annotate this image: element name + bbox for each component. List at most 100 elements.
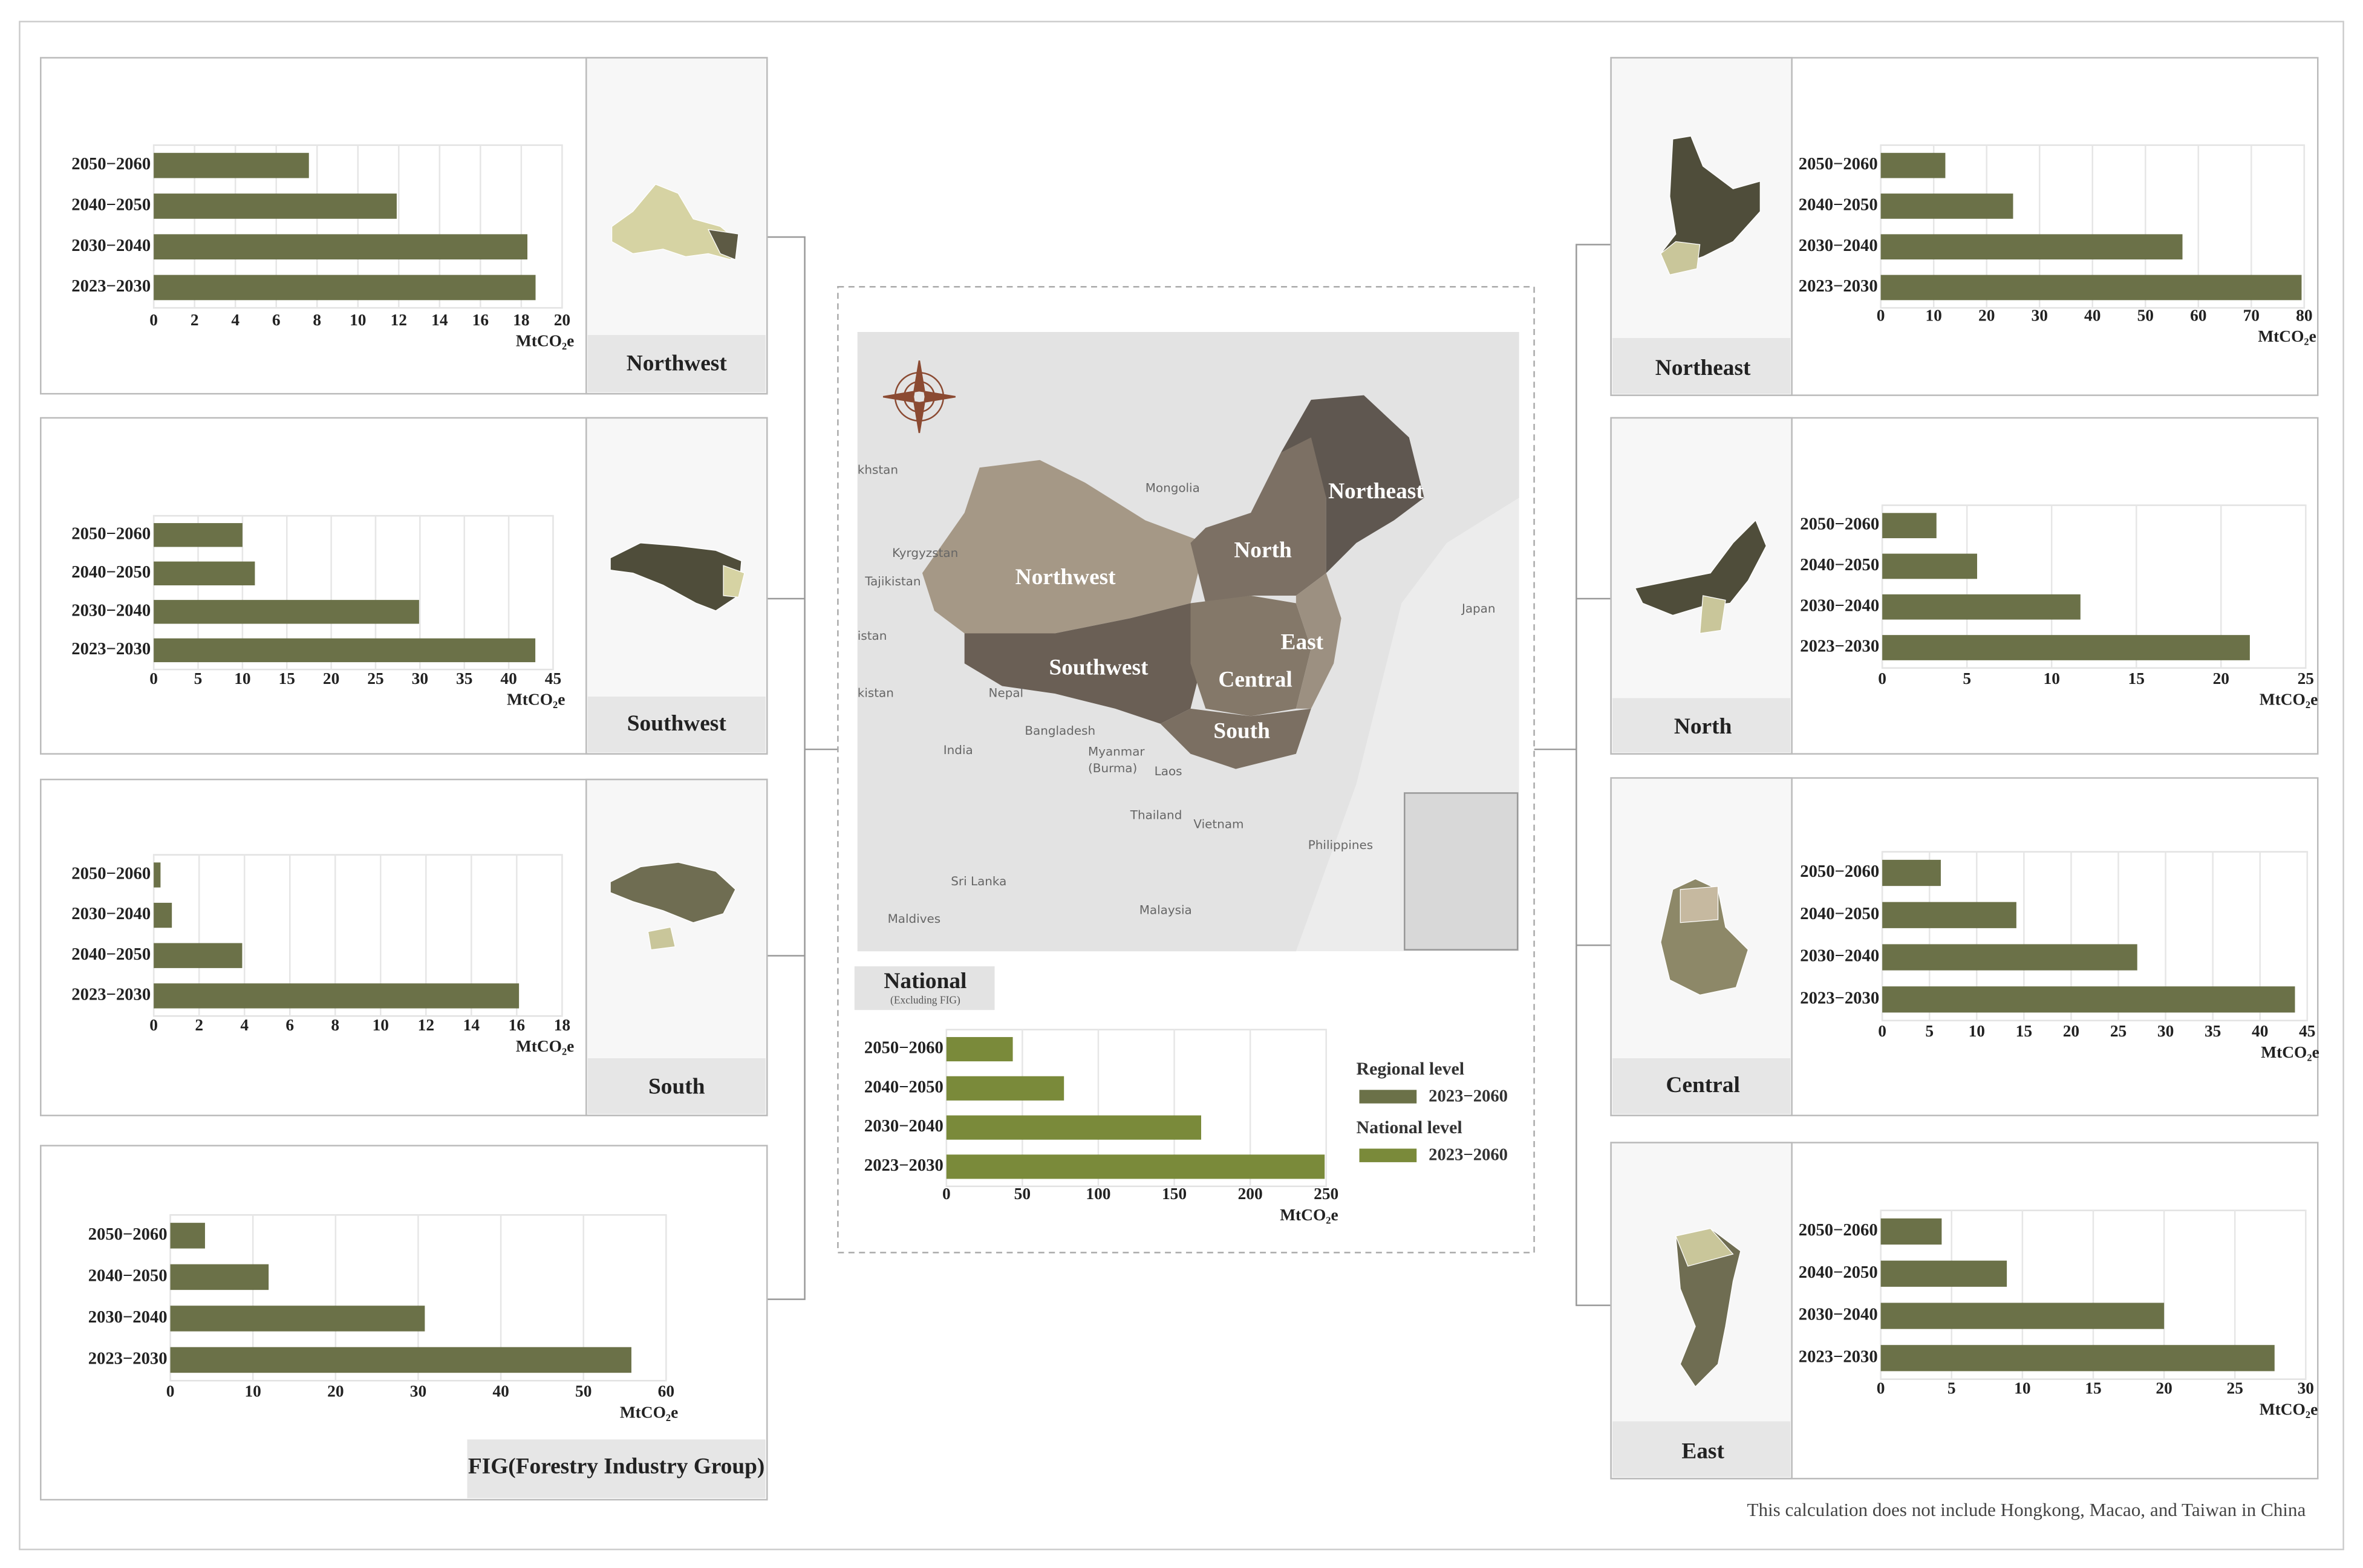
x-tick-label: 10 (2014, 1379, 2030, 1397)
x-tick-label: 14 (463, 1016, 480, 1034)
y-tick-label: 2050−2060 (71, 864, 151, 883)
y-tick-label: 2030−2040 (1800, 946, 1879, 966)
y-tick-label: 2030−2040 (71, 600, 151, 620)
x-tick-label: 40 (2252, 1022, 2268, 1040)
x-tick-label: 4 (240, 1016, 249, 1034)
x-tick-label: 18 (554, 1016, 570, 1034)
map-region-label: Southwest (1049, 656, 1149, 680)
y-tick-label: 2050−2060 (71, 154, 151, 174)
x-tick-label: 14 (431, 311, 448, 329)
x-tick-label: 40 (500, 669, 517, 688)
x-tick-label: 10 (2044, 669, 2060, 688)
y-tick-label: 2040−2050 (71, 945, 151, 964)
y-tick-label: 2023−2030 (1799, 276, 1878, 296)
x-tick-label: 20 (323, 669, 339, 688)
map-country-label: Sri Lanka (951, 874, 1006, 888)
x-tick-label: 5 (194, 669, 203, 688)
bar (154, 983, 520, 1009)
x-tick-label: 25 (367, 669, 383, 688)
bar (1882, 944, 2137, 971)
bar (946, 1154, 1325, 1179)
x-tick-label: 8 (331, 1016, 339, 1034)
x-tick-label: 0 (942, 1185, 951, 1203)
y-tick-label: 2030−2040 (864, 1116, 944, 1136)
map-country-label: (Burma) (1088, 761, 1137, 775)
bar (170, 1223, 205, 1249)
x-tick-label: 0 (149, 311, 158, 329)
mini-maps (610, 135, 1767, 1388)
bar (154, 638, 536, 663)
bar (154, 523, 243, 547)
legend-swatch (1359, 1090, 1417, 1104)
map-country-label: Laos (1155, 764, 1182, 778)
bar (1882, 902, 2016, 928)
y-tick-label: 2050−2060 (1799, 1220, 1878, 1240)
bar (1880, 275, 2302, 301)
legend-title: Regional level (1357, 1059, 1464, 1079)
x-tick-label: 0 (166, 1382, 175, 1400)
bar (1882, 553, 1977, 579)
x-tick-label: 30 (2157, 1022, 2174, 1040)
x-tick-label: 20 (2156, 1379, 2172, 1397)
y-tick-label: 2040−2050 (88, 1266, 168, 1285)
x-tick-label: 0 (149, 669, 158, 688)
x-tick-label: 0 (1877, 306, 1885, 324)
chart-title: Northeast (1655, 356, 1751, 380)
x-tick-label: 35 (456, 669, 472, 688)
chart-subtitle: (Excluding FIG) (890, 994, 960, 1006)
bar (154, 600, 419, 624)
y-tick-label: 2023−2030 (1799, 1347, 1878, 1366)
bar (154, 152, 309, 178)
x-tick-label: 12 (391, 311, 407, 329)
x-tick-label: 100 (1086, 1185, 1110, 1203)
x-tick-label: 20 (1978, 306, 1995, 324)
map-country-label: Vietnam (1193, 817, 1243, 831)
frame (19, 21, 2344, 1550)
chart-title: South (648, 1074, 705, 1099)
bar (154, 234, 528, 260)
map-country-label: Maldives (888, 912, 941, 926)
bar (1880, 1218, 1942, 1245)
x-tick-label: 6 (272, 311, 281, 329)
x-tick-label: 60 (2190, 306, 2206, 324)
label-boxes (467, 334, 1791, 1498)
big-map (854, 331, 1519, 1010)
bar (154, 194, 397, 219)
bar (154, 561, 255, 585)
x-axis-label: MtCO₂e (507, 691, 565, 709)
map-country-label: Malaysia (1139, 903, 1192, 917)
y-tick-label: 2040−2050 (1799, 1263, 1878, 1282)
y-tick-label: 2030−2040 (1800, 596, 1879, 615)
map-country-label: India (944, 743, 973, 757)
bar (1880, 152, 1946, 178)
map-country-label: khstan (858, 463, 898, 477)
x-tick-label: 30 (2298, 1379, 2314, 1397)
y-tick-label: 2040−2050 (1800, 555, 1879, 574)
x-tick-label: 15 (279, 669, 295, 688)
x-tick-label: 250 (1314, 1185, 1338, 1203)
y-tick-label: 2050−2060 (864, 1038, 944, 1058)
x-tick-label: 16 (472, 311, 489, 329)
bar (1882, 513, 1937, 539)
x-axis-label: MtCO₂e (2260, 1400, 2318, 1418)
x-axis-label: MtCO₂e (2261, 1043, 2319, 1061)
bar (1880, 194, 2013, 219)
y-tick-label: 2050−2060 (1800, 515, 1879, 534)
map-region-label: East (1281, 629, 1324, 654)
x-tick-label: 70 (2243, 306, 2260, 324)
x-tick-label: 25 (2227, 1379, 2243, 1397)
legend-title: National level (1357, 1117, 1462, 1137)
bar (170, 1264, 269, 1290)
map-region-label: Northwest (1015, 565, 1116, 590)
y-tick-label: 2023−2030 (71, 984, 151, 1004)
x-tick-label: 10 (1925, 306, 1941, 324)
x-tick-label: 15 (2128, 669, 2145, 688)
y-tick-label: 2030−2040 (88, 1307, 168, 1327)
x-tick-label: 18 (513, 311, 529, 329)
bar (1882, 635, 2250, 660)
legend-label: 2023−2060 (1429, 1145, 1508, 1165)
x-tick-label: 6 (285, 1016, 294, 1034)
map-region-label: South (1213, 718, 1270, 743)
